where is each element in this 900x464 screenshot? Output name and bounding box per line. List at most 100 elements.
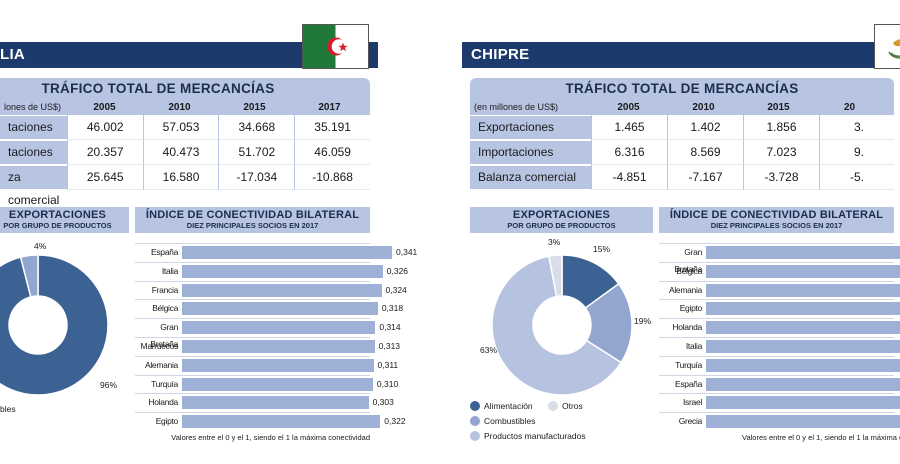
connectivity-bar <box>706 358 900 372</box>
row-label: Exportaciones <box>470 116 591 139</box>
bar-country-label: Holanda <box>672 322 702 333</box>
cell: 9. <box>819 140 894 165</box>
table-header: lones de US$) 2005 2010 2015 2017 <box>0 100 370 115</box>
country-panel-right: CHIPRE TRÁFICO TOTAL DE MERCANCÍAS (en m… <box>462 0 900 464</box>
connectivity-bar <box>182 264 383 278</box>
connectivity-bar <box>182 339 375 353</box>
connectivity-row: Israel <box>659 393 900 412</box>
bar-country-label: Bélgica <box>152 303 178 314</box>
algeria-flag-icon <box>302 24 369 69</box>
connectivity-row: Turquía 0,310 <box>135 374 398 394</box>
slice-label: 96% <box>100 380 118 390</box>
legend-swatch <box>470 416 480 426</box>
year-2005: 2005 <box>617 102 640 113</box>
connectivity-row: Gran Bretaña <box>659 243 900 274</box>
connectivity-bar <box>706 377 900 391</box>
cell: 57.053 <box>142 115 219 140</box>
legend-label: Alimentación <box>484 401 533 411</box>
cell: 1.402 <box>667 115 743 140</box>
bar-value-label: 0,313 <box>378 340 401 351</box>
connectivity-bar <box>182 358 374 372</box>
connectivity-row: Holanda <box>659 318 900 337</box>
year-2015: 2015 <box>243 102 266 113</box>
connectivity-bar <box>706 339 900 353</box>
donut-slice-combustibles <box>0 254 109 396</box>
cell: 8.569 <box>667 140 743 165</box>
cell: -17.034 <box>218 165 295 190</box>
year-2017: 20 <box>844 102 856 113</box>
bar-country-label: Alemania <box>668 284 702 295</box>
bar-value-label: 0,322 <box>384 416 406 427</box>
bar-country-label: Holanda <box>148 397 178 408</box>
cell: 40.473 <box>142 140 219 165</box>
cell: 16.580 <box>142 165 219 190</box>
connectivity-row: Bélgica 0,318 <box>135 299 403 318</box>
legend-swatch <box>470 401 480 411</box>
table-row: za comercial 25.645 16.580 -17.034 -10.8… <box>0 165 371 207</box>
bar-value-label: 0,326 <box>386 265 409 276</box>
bar-country-label: Egipto <box>679 303 703 314</box>
connectivity-title-box: ÍNDICE DE CONECTIVIDAD BILATERAL DIEZ PR… <box>135 207 370 233</box>
connectivity-note: Valores entre el 0 y el 1, siendo el 1 l… <box>742 433 900 442</box>
bar-value-label: 0,341 <box>396 247 418 257</box>
cell: 1.465 <box>591 115 667 140</box>
year-2010: 2010 <box>692 102 715 113</box>
connectivity-bars: Gran Bretaña Bélgica Alemania Egipto Holanda… <box>659 243 900 431</box>
traffic-table: TRÁFICO TOTAL DE MERCANCÍAS (en millones… <box>470 78 894 190</box>
slice-label: 4% <box>34 241 47 251</box>
bar-country-label: Francia <box>151 284 179 295</box>
slice-label: 63% <box>480 345 498 355</box>
bar-country-label: Israel <box>683 397 702 408</box>
bar-value-label: 0,311 <box>377 359 399 370</box>
connectivity-bar <box>182 302 378 316</box>
connectivity-row: Francia 0,324 <box>135 280 407 300</box>
exports-legend: Alimentación Otros Combustibles Producto… <box>470 399 660 445</box>
connectivity-title: ÍNDICE DE CONECTIVIDAD BILATERAL <box>669 209 884 221</box>
legend-label: Productos manufacturados <box>484 431 586 441</box>
connectivity-row: España <box>659 374 900 394</box>
cyprus-flag-icon <box>874 24 900 69</box>
legend-label: Otros <box>562 401 583 411</box>
cell: 46.002 <box>66 115 143 140</box>
bar-country-label: Marruecos <box>140 340 179 351</box>
table-row: taciones 20.357 40.473 51.702 46.059 <box>0 140 371 165</box>
cell: 20.357 <box>66 140 143 165</box>
connectivity-row: Alemania 0,311 <box>135 355 398 375</box>
row-label: taciones <box>0 116 67 139</box>
table-row: Importaciones 6.316 8.569 7.023 9. <box>470 140 894 165</box>
connectivity-row: Marruecos 0,313 <box>135 336 400 356</box>
bar-country-label: Italia <box>685 340 702 351</box>
donut-slice-productos-manufacturados <box>491 255 623 396</box>
connectivity-bar <box>706 246 900 259</box>
table-row: taciones 46.002 57.053 34.668 35.191 <box>0 115 371 140</box>
cell: 34.668 <box>218 115 295 140</box>
connectivity-row: Italia <box>659 336 900 356</box>
connectivity-bar <box>182 283 382 297</box>
year-2010: 2010 <box>168 102 191 113</box>
connectivity-bar <box>182 321 376 335</box>
legend-swatch <box>470 431 480 441</box>
cell: -3.728 <box>743 165 819 190</box>
legend-item: Productos manufacturados <box>470 431 586 441</box>
cell: 35.191 <box>294 115 371 140</box>
units-label: (en millones de US$) <box>474 102 559 112</box>
country-name: LIA <box>0 46 26 63</box>
cell: 6.316 <box>591 140 667 165</box>
row-label: taciones <box>0 141 67 164</box>
table-row: Exportaciones 1.465 1.402 1.856 3. <box>470 115 894 140</box>
bar-country-label: Gran Bretaña <box>150 322 178 350</box>
bar-country-label: Grecia <box>678 416 703 427</box>
connectivity-bar <box>706 321 900 335</box>
connectivity-bar <box>706 302 900 316</box>
bar-country-label: Italia <box>161 265 178 276</box>
connectivity-bar <box>706 415 900 429</box>
connectivity-bar <box>182 396 369 410</box>
cell: 3. <box>819 115 894 140</box>
cell: -4.851 <box>591 165 667 190</box>
exports-subtitle: POR GRUPO DE PRODUCTOS <box>507 221 616 230</box>
exports-donut-chart <box>0 254 109 396</box>
exports-title: EXPORTACIONES <box>512 209 611 221</box>
bar-country-label: Bélgica <box>676 265 702 276</box>
legend-swatch <box>548 401 558 411</box>
exports-subtitle: POR GRUPO DE PRODUCTOS <box>3 221 112 230</box>
